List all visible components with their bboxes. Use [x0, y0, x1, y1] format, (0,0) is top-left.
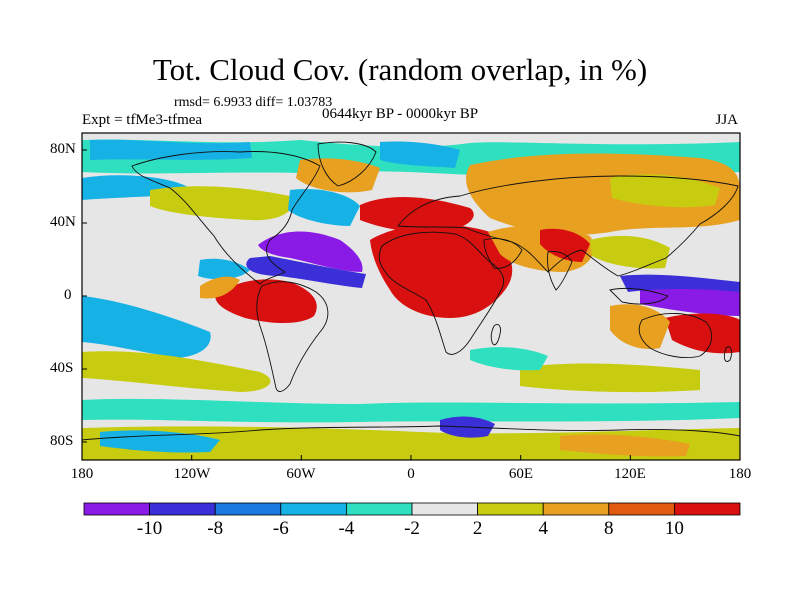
antarctic-orange [560, 434, 690, 457]
africa-coast [378, 231, 504, 355]
colorbar-box-7 [542, 502, 610, 516]
south-indian-yellow [520, 363, 700, 393]
new-zealand-coast [723, 346, 733, 362]
arctic-blue-patch [90, 139, 252, 160]
west-pacific-blue-halo [620, 274, 740, 292]
arctic-orange-patch [296, 158, 380, 193]
india-coast [547, 251, 573, 291]
colorbar-box-6 [477, 502, 544, 516]
north-atlantic-cyan [288, 188, 360, 226]
map-title: Tot. Cloud Cov. (random overlap, in %) [152, 52, 648, 87]
southern-ocean-cyan [82, 398, 740, 423]
atlantic-blue-halo [246, 256, 366, 288]
east-pacific-cyan [82, 296, 211, 358]
europe-red [360, 196, 474, 233]
colorbar-label: -2 [404, 518, 420, 539]
greenland-coast [317, 141, 377, 187]
lon-label-180w: 180 [70, 466, 94, 482]
lon-label-120e: 120E [614, 466, 646, 482]
colorbar-label: 4 [538, 518, 548, 539]
south-pacific-yellow [82, 351, 271, 392]
madagascar-coast [490, 323, 501, 346]
arctic-blue-patch-2 [380, 141, 460, 168]
colorbar-box-4 [345, 502, 413, 516]
colorbar [83, 502, 741, 516]
colorbar-label: -4 [338, 518, 355, 539]
colorbar-box-8 [608, 502, 675, 516]
africa-red [370, 224, 513, 318]
north-america-coast [131, 151, 321, 285]
indonesia-coast [609, 287, 669, 305]
colorbar-box-2 [214, 502, 282, 516]
north-america-yellow [150, 186, 293, 221]
lat-label-80n: 80N [50, 141, 76, 157]
colorbar-box-0 [83, 502, 150, 516]
colorbar-label: -10 [136, 518, 163, 539]
tick-marks [81, 149, 741, 460]
rmsd-diff-stats: rmsd= 6.9933 diff= 1.03783 [174, 95, 333, 110]
south-america-coast [256, 281, 329, 392]
south-america-red [215, 279, 317, 323]
colorbar-box-5 [411, 502, 478, 516]
lat-label-80s: 80S [50, 433, 74, 449]
australia-coast [638, 312, 713, 359]
colorbar-label: 10 [664, 518, 684, 539]
lon-label-0: 0 [407, 466, 415, 482]
colorbar-label: 8 [604, 518, 614, 539]
period-label: 0644kyr BP - 0000kyr BP [322, 106, 479, 122]
cloud-cover-field [82, 133, 740, 460]
lon-label-120w: 120W [173, 466, 211, 482]
west-pacific-purple [640, 284, 740, 316]
colorbar-box-3 [280, 502, 347, 516]
colorbar-label: -8 [207, 518, 224, 539]
season-label: JJA [715, 112, 738, 128]
antarctic-cyan [100, 430, 220, 453]
colorbar-label: -6 [272, 518, 289, 539]
south-indian-cyan [470, 347, 548, 371]
antarctic-yellow [82, 426, 740, 460]
lon-label-180e: 180 [728, 466, 752, 482]
antarctica-coast [82, 425, 740, 441]
experiment-label: Expt = tfMe3-tfmea [82, 112, 203, 128]
colorbar-box-1 [149, 502, 216, 516]
colorbar-box-9 [674, 502, 741, 516]
lat-label-40s: 40S [50, 360, 74, 376]
india-red [540, 228, 590, 262]
se-asia-yellow [590, 235, 670, 269]
lat-label-40n: 40N [50, 214, 76, 230]
asia-yellow [610, 174, 720, 208]
coastlines [82, 141, 740, 441]
lon-label-60w: 60W [286, 466, 316, 482]
lon-label-60e: 60E [508, 466, 534, 482]
lat-label-eq: 0 [64, 287, 72, 303]
australia-red [665, 313, 740, 354]
atlantic-purple-band [258, 231, 363, 272]
arabia-coast [483, 238, 523, 269]
colorbar-label: 2 [472, 518, 483, 539]
eurasia-orange [466, 153, 740, 235]
south-america-orange [200, 276, 240, 299]
